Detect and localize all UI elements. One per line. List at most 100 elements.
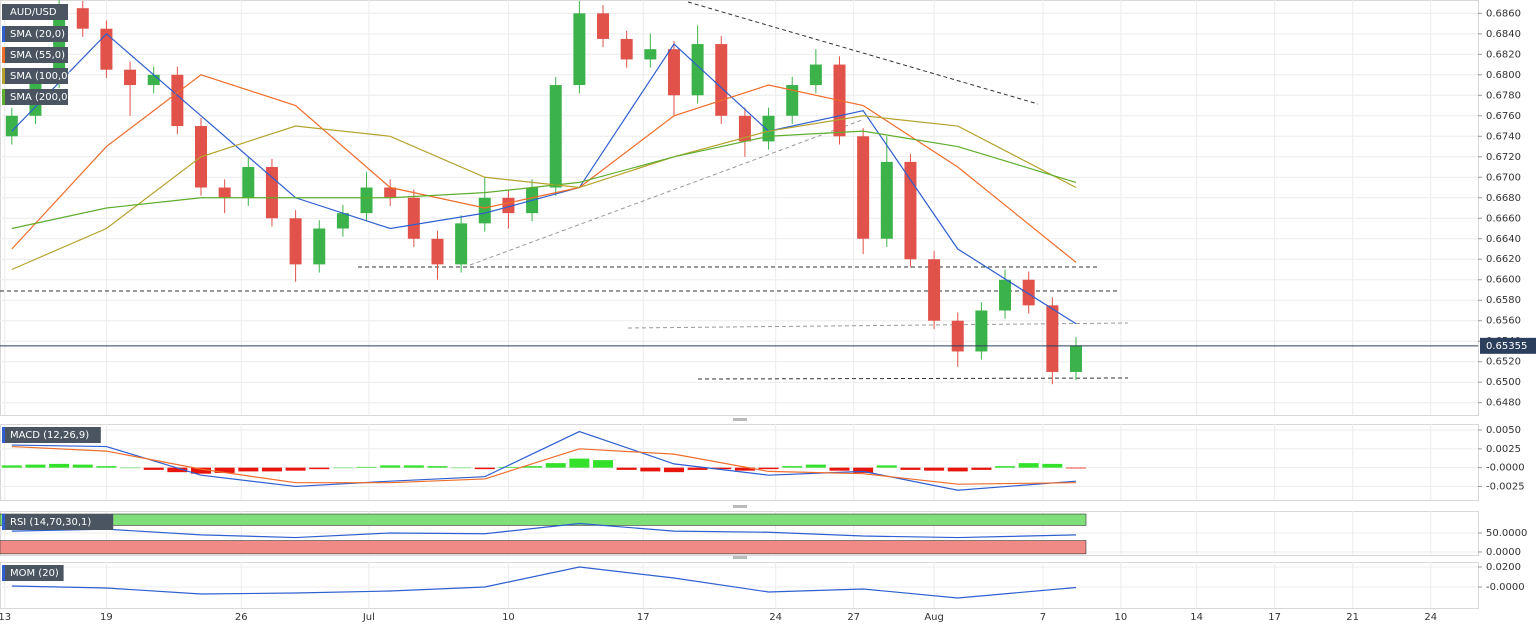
candle-body [809,64,822,86]
legend-swatch [2,47,5,63]
x-tick-label: 10 [1115,612,1128,623]
histogram-bar [238,467,259,472]
legend-swatch [2,89,5,105]
indicator-line [11,445,1076,485]
y-tick-label: 0.6720 [1486,152,1521,163]
histogram-bar [924,467,945,471]
y-tick-label: 0.6480 [1486,398,1521,409]
histogram-bar [640,467,661,472]
candle-body [100,28,113,70]
candle-body [76,8,89,29]
candle-body [147,74,160,86]
candle-body [218,187,231,198]
indicator-line [11,566,1077,599]
histogram-bar [593,460,614,468]
y-tick-label: 0.6560 [1486,316,1521,327]
candle-body [975,310,988,352]
legend-swatch [2,565,5,581]
histogram-bar [1018,463,1039,468]
histogram-bar [758,467,779,470]
x-tick-label: 17 [1268,612,1281,623]
histogram-bar [356,466,377,468]
histogram-bar [900,467,921,470]
panel-handle [733,505,747,508]
y-tick-label: -0.0025 [1486,481,1525,492]
candle-body [455,223,468,265]
candle-body [620,38,633,60]
histogram-bar [687,467,708,470]
y-tick-label: 50.0000 [1486,528,1527,539]
legend-swatch [2,514,5,530]
y-tick-label: 0.6740 [1486,131,1521,142]
y-tick-label: 0.0025 [1486,444,1521,455]
candle-body [573,13,586,86]
histogram-bar [403,465,424,468]
y-tick-label: 0.6620 [1486,254,1521,265]
x-tick-label: 27 [847,612,860,623]
y-tick-label: 0.6580 [1486,295,1521,306]
candle-body [904,161,917,260]
x-tick-label: 21 [1346,612,1359,623]
panel-title: RSI (14,70,30,1) [10,517,91,528]
histogram-bar [96,466,117,468]
level-line [697,377,1129,380]
candle-body [667,49,680,96]
legend-box [2,4,68,20]
histogram-bar [167,467,188,473]
histogram-bar [498,466,519,468]
candle-body [289,218,302,265]
histogram-bar [971,467,992,470]
y-tick-label: 0.6840 [1486,29,1521,40]
histogram-bar [309,467,330,470]
indicator-line [11,522,1076,539]
histogram-bar [143,467,164,470]
histogram-bar [49,463,70,468]
candle-body [384,187,397,198]
indicator-line [11,430,1077,491]
histogram-bar [427,466,448,468]
y-tick-label: 0.6640 [1486,234,1521,245]
candle-body [242,167,255,198]
marks [0,0,1478,599]
last-price-label: 0.65355 [1486,341,1527,352]
legend-box [2,47,68,63]
trend-line [687,1,1039,105]
histogram-bar [947,467,968,472]
y-tick-label: 0.0200 [1486,562,1521,573]
indicator-line [11,74,1077,263]
y-tick-label: 0.6700 [1486,172,1521,183]
candle-body [762,115,775,142]
x-tick-label: 24 [1424,612,1437,623]
legend-label: AUD/USD [10,7,57,18]
candle-body [265,167,278,219]
histogram-bar [1042,463,1063,468]
histogram-bar [782,466,803,468]
candle-body [597,13,610,39]
legend-label: SMA (55,0) [10,50,65,61]
legend-swatch [2,68,5,84]
histogram-bar [332,467,353,469]
candle-body [1046,305,1059,372]
legend-box [2,68,68,84]
candle-body [644,49,657,60]
candle-body [336,213,349,229]
histogram-bar [663,467,684,473]
histogram-bar [474,467,495,470]
y-tick-label: 0.6780 [1486,90,1521,101]
y-tick-label: 0.6520 [1486,357,1521,368]
histogram-bar [734,467,755,471]
candle-body [431,238,444,265]
y-tick-label: 0.6660 [1486,213,1521,224]
candle-body [786,85,799,116]
panel-border [0,424,1479,501]
histogram-bar [569,458,590,468]
histogram-bar [876,465,897,468]
legend-label: SMA (100,0) [10,71,72,82]
y-tick-label: 0.6500 [1486,377,1521,388]
last-price-box [1480,337,1536,354]
panel-title-box [2,565,64,581]
histogram-bar [1065,467,1086,469]
legend-box [2,89,68,105]
x-tick-label: 24 [769,612,782,623]
